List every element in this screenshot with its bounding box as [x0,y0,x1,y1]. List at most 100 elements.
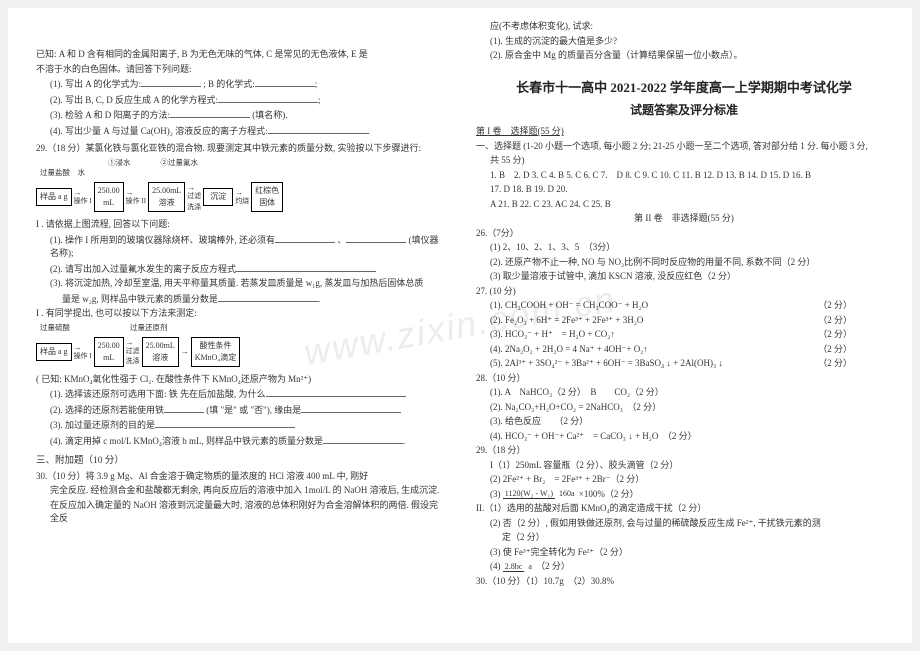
preface-l2: 不溶于水的白色固体。请回答下列问题: [36,63,444,77]
pts: （2 分） [818,357,852,371]
blank [323,434,403,444]
left-column: 已知: A 和 D 含有相同的金属阳离子, B 为无色无味的气体, C 是常见的… [8,8,460,643]
top-margin [36,20,444,48]
f2-b3: 25.00mL 溶液 [142,337,179,367]
q28-c: (3). 给色反应 （2 分） [476,415,892,429]
blank [236,262,376,272]
txt: (1). 写出 A 的化学式为: [50,79,141,89]
txt: 、 [337,235,346,245]
q29-h: 29.（18 分） [476,444,892,458]
blank [218,292,318,302]
flow2: 样品 a g →操作 I 250.00 mL →过滤 洗涤 25.00mL 溶液… [36,337,444,367]
pts: （2 分） [818,299,852,313]
f2-b4: 酸性条件 KMnO₄滴定 [191,337,240,367]
gap [476,64,892,78]
q30-ans: 30.（10 分）（1）10.7g （2）30.8% [476,575,892,589]
eq: (2). Fe₂O₃ + 6H⁺ = 2Fe³⁺ + 2Fe³⁺ + 3H₂O [490,315,643,325]
arrow1: →操作 I [74,187,92,207]
q30-l1: 30.（10 分）将 3.9 g Mg、Al 合金溶于确定物质的量浓度的 HCl… [36,470,444,484]
q29-IId: (3) 使 Fe³⁺完全转化为 Fe²⁺（2 分） [476,546,892,560]
blank [164,403,204,413]
q29-IIc: 定（2 分） [476,531,892,545]
arrow2: →过滤 洗涤 [126,337,140,367]
q26-a: (1) 2、10、2、1、3、5 （3分） [476,241,892,255]
answer-title2: 试题答案及评分标准 [476,101,892,119]
f2-b1: 样品 a g [36,343,72,361]
txt: (2). 写出 B, C, D 反应生成 A 的化学方程式: [50,95,218,105]
q29-c: (3) 1120(W₂ - W₁) 160a ×100%（2 分） [476,488,892,502]
eq: (4). 2Na₂O₂ + 2H₂O = 4 Na⁺ + 4OH⁻+ O₂↑ [490,344,648,354]
txt: (4). 滴定用掉 c mol/L KMnO₄溶液 b mL, 则样品中铁元素的… [50,436,323,446]
pts: （2 分） [818,328,852,342]
q29-title: 29.（18 分）某氯化铁与氯化亚铁的混合物. 现要测定其中铁元素的质量分数, … [36,142,444,156]
eq: (1). CH₃COOH + OH⁻ = CH₃COO⁻ + H₂O [490,300,648,310]
lbl: 过量还原剂 [130,322,168,333]
exam-sheet: www.zixin.com.cn 已知: A 和 D 含有相同的金属阳离子, B… [8,8,912,643]
blank [141,77,201,87]
preface-i3: (3). 检验 A 和 D 阳离子的方法: (填名称). [36,108,444,123]
q28-h: 28.（10 分） [476,372,892,386]
blank [301,403,401,413]
q27-a: (1). CH₃COOH + OH⁻ = CH₃COO⁻ + H₂O （2 分） [476,299,892,313]
blank [266,387,406,397]
txt: (1). 操作 I 所用到的玻璃仪器除烧杯、玻璃棒外, 还必须有 [50,235,275,245]
lbl-excess: ②过量氟水 [161,157,199,168]
part1-desc2: 共 55 分) [476,154,892,168]
q27-c: (3). HCO₃⁻ + H⁺ = H₂O + CO₂↑ （2 分） [476,328,892,342]
eq: (3). HCO₃⁻ + H⁺ = H₂O + CO₂↑ [490,329,615,339]
r-top-l1: 应(不考虑体积变化), 试求: [476,20,892,34]
txt: (3). 检验 A 和 D 阳离子的方法: [50,110,170,120]
numerator2: 2.8bc [503,562,525,572]
q29-s1a: (1). 操作 I 所用到的玻璃仪器除烧杯、玻璃棒外, 还必须有 、 (填仪器名… [36,233,444,261]
eq: (5). 2Al³⁺ + 3SO₄²⁻ + 3Ba²⁺ + 6OH⁻ = 3Ba… [490,358,723,368]
flow2-inputs: 过量硫酸 过量还原剂 [36,322,444,333]
lbl: (3) [490,489,501,499]
q29-b: (2) 2Fe²⁺ + Br₂ = 2Fe³⁺ + 2Br⁻（2 分） [476,473,892,487]
q28-d: (4). HCO₃⁻ + OH⁻+ Ca²⁺ = CaCO₃ ↓ + H₂O （… [476,430,892,444]
denominator: 160a [557,489,577,498]
arrow3: → [181,346,189,358]
q29-note1: ( 已知: KMnO₄氧化性强于 Cl₂. 在酸性条件下 KMnO₄还原产物为 … [36,373,444,387]
blank [255,77,315,87]
q26-h: 26.（7分） [476,227,892,241]
q26-b: (2). 还原产物不止一种, NO 与 NO₂比例不同时反应物的用量不同, 系数… [476,256,892,270]
q27-e: (5). 2Al³⁺ + 3SO₄²⁻ + 3Ba²⁺ + 6OH⁻ = 3Ba… [476,357,892,371]
txt: (2). 选择的还原剂若能使用铁 [50,405,164,415]
blank [268,124,368,134]
q30-heading: 三、附加题（10 分） [36,454,444,468]
f1-b1: 样品 a g [36,188,72,206]
f1-b5: 红棕色 固体 [251,182,283,212]
blank [346,233,406,243]
q30-l2: 完全反应. 经检测合金和盐酸都无剩余, 再向反应后的溶液中加入 1mol/L 的… [36,484,444,498]
txt: (4). 写出少量 A 与过量 Ca(OH)₂ 溶液反应的离子方程式: [50,126,268,136]
q27-d: (4). 2Na₂O₂ + 2H₂O = 4 Na⁺ + 4OH⁻+ O₂↑ （… [476,343,892,357]
arrow3: →过滤 洗涤 [187,182,201,212]
ans-row3: A 21. B 22. C 23. AC 24. C 25. B [476,198,892,212]
part2-heading: 第 II 卷 非选择题(55 分) [476,212,892,226]
blank [155,418,295,428]
lbl: (4) [490,561,501,571]
q29-II: II.（1）选用的盐酸对后面 KMnO₄的滴定造成干扰（2 分） [476,502,892,516]
lbl-rinse: ①浸水 [108,157,131,168]
q26-c: (3) 取少量溶液于试管中, 滴加 KSCN 溶液, 没反应红色（2 分） [476,270,892,284]
f1-b2: 250.00 mL [94,182,124,212]
txt: (1). 选择该还原剂可选用下面: 铁 先在后加盐酸, 为什么 [50,389,266,399]
flow1: 样品 a g →操作 I 250.00 mL →操作 II 25.00mL 溶液… [36,182,444,212]
pts: （2 分） [818,314,852,328]
ans-row1: 1. B 2. D 3. C 4. B 5. C 6. C 7. D 8. C … [476,169,892,183]
txt: (填名称). [252,110,287,120]
preface-i2: (2). 写出 B, C, D 反应生成 A 的化学方程式:; [36,93,444,108]
q29-s2b: (2). 选择的还原剂若能使用铁 (填 "是" 或 "否"), 缘由是 [36,403,444,418]
txt: 量是 w₂g, 则样品中铁元素的质量分数是 [62,294,218,304]
preface-i1: (1). 写出 A 的化学式为: ; B 的化学式:; [36,77,444,92]
q28-a: (1). A NaHCO₃（2 分） B CO₂（2 分） [476,386,892,400]
arrow1: →操作 I [74,342,92,362]
answer-title1: 长春市十一高中 2021-2022 学年度高一上学期期中考试化学 [476,78,892,98]
arrow4: →灼烧 [235,187,249,207]
blank [170,108,250,118]
txt: (填 "是" 或 "否"), 缘由是 [206,405,301,415]
q29-s1b: (2). 请写出加入过量氟水发生的离子反应方程式 [36,262,444,277]
preface-l1: 已知: A 和 D 含有相同的金属阳离子, B 为无色无味的气体, C 是常见的… [36,48,444,62]
q29-sec1: I . 请依据上图流程, 回答以下问题: [36,218,444,232]
fraction: 1120(W₂ - W₁) 160a [503,490,577,499]
